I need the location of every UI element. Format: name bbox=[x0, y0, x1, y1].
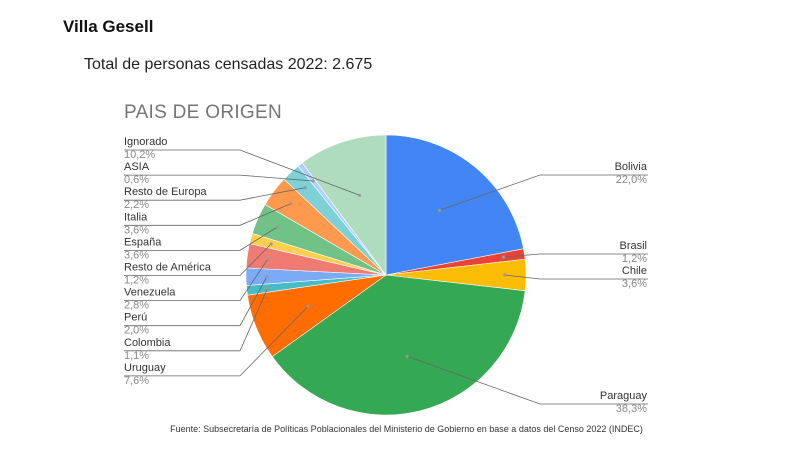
slice-value-asia: 0,6% bbox=[124, 174, 149, 186]
slice-label-uruguay: Uruguay bbox=[124, 362, 166, 374]
leader-dot-italia bbox=[289, 202, 293, 206]
leader-dot-chile bbox=[503, 273, 507, 277]
leader-dot-espana bbox=[275, 225, 279, 229]
leader-line-brasil bbox=[503, 253, 648, 258]
leader-dot-bolivia bbox=[437, 208, 442, 212]
leader-dot-venezuela bbox=[266, 257, 270, 261]
slice-value-espana: 3,6% bbox=[124, 249, 149, 261]
slice-value-venezuela: 2,8% bbox=[124, 300, 149, 312]
slice-label-venezuela: Venezuela bbox=[124, 287, 176, 299]
slice-label-peru: Perú bbox=[124, 312, 147, 324]
leader-line-venezuela bbox=[124, 258, 269, 302]
leader-dot-brasil bbox=[502, 255, 506, 259]
slice-label-chile: Chile bbox=[622, 265, 647, 277]
pie-slice-ignorado bbox=[301, 134, 387, 276]
leader-dot-resto-de-america bbox=[269, 242, 273, 246]
slice-label-brasil: Brasil bbox=[619, 240, 647, 252]
leader-line-uruguay bbox=[124, 306, 309, 377]
page-title: Villa Gesell bbox=[63, 17, 154, 36]
leader-line-resto-de-europa bbox=[124, 187, 306, 201]
slice-label-resto-de-america: Resto de América bbox=[124, 262, 212, 274]
leader-line-ignorado bbox=[124, 149, 360, 196]
slice-label-ignorado: Ignorado bbox=[124, 136, 167, 148]
slice-label-colombia: Colombia bbox=[124, 337, 171, 349]
leader-dot-ignorado bbox=[357, 193, 362, 197]
leader-line-bolivia bbox=[439, 174, 648, 211]
slice-label-resto-de-europa: Resto de Europa bbox=[124, 186, 207, 198]
leader-line-paraguay bbox=[406, 355, 648, 405]
slice-value-paraguay: 38,3% bbox=[616, 403, 647, 415]
leader-line-peru bbox=[124, 276, 268, 327]
leader-line-asia bbox=[124, 174, 314, 182]
leader-dot-colombia bbox=[266, 286, 270, 290]
source-text: Fuente: Subsecretaría de Políticas Pobla… bbox=[170, 424, 643, 434]
slice-value-ignorado: 10,2% bbox=[124, 149, 155, 161]
slice-label-bolivia: Bolivia bbox=[615, 161, 648, 173]
leader-line-italia bbox=[124, 203, 291, 226]
slice-value-brasil: 1,2% bbox=[622, 253, 647, 265]
slice-value-uruguay: 7,6% bbox=[124, 375, 149, 387]
source-note: Fuente: Subsecretaría de Políticas Pobla… bbox=[0, 424, 797, 434]
page-subtitle: Total de personas censadas 2022: 2.675 bbox=[84, 56, 373, 73]
leader-line-espana bbox=[124, 226, 278, 251]
slice-label-espana: España bbox=[124, 236, 162, 248]
slice-value-resto-de-america: 1,2% bbox=[124, 275, 149, 287]
slice-label-asia: ASIA bbox=[124, 161, 150, 173]
leader-dot-paraguay bbox=[405, 354, 409, 358]
slice-value-colombia: 1,1% bbox=[124, 350, 149, 362]
leader-line-chile bbox=[504, 274, 648, 280]
slice-value-italia: 3,6% bbox=[124, 224, 149, 236]
leader-dot-asia bbox=[311, 179, 315, 183]
pie-slice-paraguay bbox=[271, 274, 526, 416]
leader-line-colombia bbox=[124, 287, 269, 352]
slice-label-italia: Italia bbox=[124, 211, 148, 223]
slice-value-resto-de-europa: 2,2% bbox=[124, 199, 149, 211]
chart-title: PAIS DE ORIGEN bbox=[124, 102, 282, 123]
leader-line-resto-de-america bbox=[124, 243, 272, 276]
leader-dot-resto-de-europa bbox=[303, 186, 307, 190]
slice-value-bolivia: 22,0% bbox=[616, 174, 647, 186]
slice-value-peru: 2,0% bbox=[124, 325, 149, 337]
leader-dot-uruguay bbox=[306, 304, 310, 308]
leader-dot-peru bbox=[265, 274, 269, 279]
slice-label-paraguay: Paraguay bbox=[600, 390, 648, 402]
slice-value-chile: 3,6% bbox=[622, 278, 647, 290]
